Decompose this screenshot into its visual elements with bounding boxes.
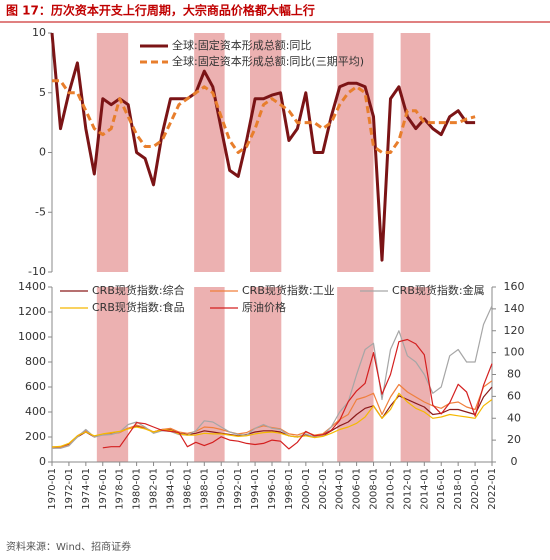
chart-title: 图 17：历次资本开支上行周期，大宗商品价格都大幅上行 (6, 3, 315, 18)
y-tick-label: 800 (25, 355, 46, 368)
highlight-band (194, 33, 225, 272)
highlight-band (400, 287, 431, 462)
y-tick-label: 400 (25, 405, 46, 418)
x-tick-label: 1974-01 (81, 468, 92, 510)
y2-tick-label: 60 (507, 389, 521, 402)
x-tick-label: 1972-01 (64, 468, 75, 510)
y-tick-label: -10 (28, 265, 46, 278)
x-tick-label: 2008-01 (369, 468, 380, 510)
highlight-band (337, 33, 374, 272)
y-tick-label: 5 (39, 86, 46, 99)
highlight-band (400, 33, 431, 272)
y-tick-label: 10 (32, 26, 46, 39)
x-tick-label: 1980-01 (132, 468, 143, 510)
y2-tick-label: 120 (504, 324, 525, 337)
x-tick-label: 2004-01 (335, 468, 346, 510)
legend-label: CRB现货指数:综合 (92, 283, 185, 297)
x-tick-label: 1992-01 (233, 468, 244, 510)
series-line (50, 32, 476, 262)
legend-label: 全球:固定资本形成总额:同比(三期平均) (172, 54, 364, 68)
y-tick-label: 0 (39, 455, 46, 468)
y2-tick-label: 100 (504, 346, 525, 359)
x-tick-label: 1994-01 (250, 468, 261, 510)
legend-label: CRB现货指数:金属 (392, 283, 485, 297)
y-tick-label: 600 (25, 380, 46, 393)
series-line (102, 338, 493, 450)
y2-tick-label: 40 (507, 411, 521, 424)
y-tick-label: 1400 (18, 280, 46, 293)
x-tick-label: 1982-01 (149, 468, 160, 510)
x-tick-label: 2014-01 (419, 468, 430, 510)
legend-label: 原油价格 (242, 300, 286, 314)
x-tick-label: 1978-01 (115, 468, 126, 510)
x-tick-label: 2002-01 (318, 468, 329, 510)
y2-tick-label: 160 (504, 280, 525, 293)
y2-tick-label: 140 (504, 302, 525, 315)
x-tick-label: 1976-01 (98, 468, 109, 510)
x-tick-label: 2020-01 (470, 468, 481, 510)
highlight-band (96, 33, 129, 272)
x-tick-label: 2018-01 (453, 468, 464, 510)
y2-tick-label: 20 (507, 433, 521, 446)
legend-label: 全球:固定资本形成总额:同比 (172, 38, 311, 52)
legend-label: CRB现货指数:食品 (92, 300, 185, 314)
x-tick-label: 1988-01 (199, 468, 210, 510)
series-line (52, 79, 476, 154)
x-tick-label: 1970-01 (47, 468, 58, 510)
highlight-band (194, 287, 225, 462)
highlight-band (250, 33, 282, 272)
legend-label: CRB现货指数:工业 (242, 283, 335, 297)
x-tick-label: 2010-01 (385, 468, 396, 510)
x-tick-label: 2016-01 (436, 468, 447, 510)
y-tick-label: 0 (39, 146, 46, 159)
x-tick-label: 1984-01 (165, 468, 176, 510)
x-tick-label: 2000-01 (301, 468, 312, 510)
x-tick-label: 2006-01 (352, 468, 363, 510)
y2-tick-label: 0 (511, 455, 518, 468)
y-tick-label: 1200 (18, 305, 46, 318)
x-tick-label: 1998-01 (284, 468, 295, 510)
source: 资料来源：Wind、招商证券 (6, 540, 131, 553)
y2-tick-label: 80 (507, 368, 521, 381)
x-tick-label: 1996-01 (267, 468, 278, 510)
x-tick-label: 1990-01 (216, 468, 227, 510)
y-tick-label: 200 (25, 430, 46, 443)
series-line (51, 392, 493, 448)
y-tick-label: -5 (35, 205, 46, 218)
y-tick-label: 1000 (18, 330, 46, 343)
x-tick-label: 1986-01 (182, 468, 193, 510)
x-tick-label: 2012-01 (402, 468, 413, 510)
x-tick-label: 2022-01 (487, 468, 498, 510)
series-line (52, 305, 493, 449)
